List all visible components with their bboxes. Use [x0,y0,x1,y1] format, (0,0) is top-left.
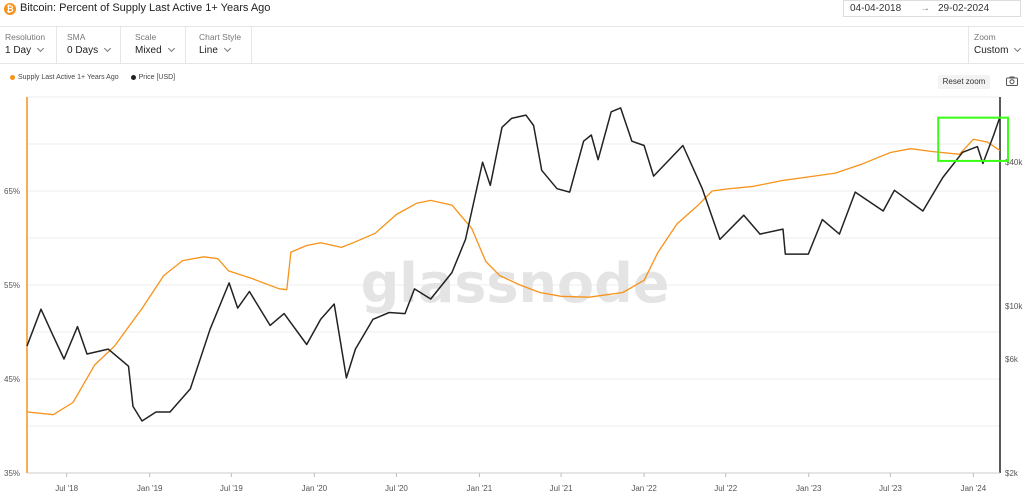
y-right-tick-label: $6k [1005,355,1019,364]
y-left-tick-label: 65% [4,187,20,196]
chart-style-select[interactable]: Chart Style Line [194,27,252,63]
x-tick-label: Jan '22 [631,484,657,493]
y-right-tick-label: $10k [1005,302,1023,311]
sma-value: 0 Days [67,45,99,56]
scale-value: Mixed [135,45,162,56]
scale-select[interactable]: Scale Mixed [130,27,186,63]
y-right-tick-label: $2k [1005,469,1019,478]
resolution-select[interactable]: Resolution 1 Day [0,27,57,63]
x-tick-label: Jul '20 [385,484,408,493]
legend-item-supply[interactable]: Supply Last Active 1+ Years Ago [10,74,119,81]
date-range-arrow-icon: → [920,3,930,14]
x-tick-label: Jan '19 [137,484,163,493]
x-tick-label: Jan '24 [961,484,987,493]
chart-controls: Resolution 1 Day SMA 0 Days Scale Mixed … [0,26,1024,64]
resolution-label: Resolution [5,32,46,42]
chart-legend: Supply Last Active 1+ Years Ago Price [U… [10,74,185,81]
x-tick-label: Jul '18 [55,484,78,493]
y-right-tick-label: $40k [1005,158,1023,167]
legend-label-price: Price [USD] [138,74,176,81]
highlight-box [937,116,1009,162]
legend-dot-icon [130,74,136,80]
series [26,107,1001,422]
reset-zoom-button[interactable]: Reset zoom [938,75,990,89]
x-tick-label: Jan '20 [302,484,328,493]
series-line-supply [26,138,1001,416]
scale-label: Scale [135,32,157,42]
chart-style-value: Line [199,45,218,56]
y-left-tick-label: 35% [4,469,20,478]
resolution-value: 1 Day [5,45,32,56]
zoom-label: Zoom [974,32,996,42]
bitcoin-icon: ₿ [4,3,16,15]
series-line-price [26,107,1001,422]
watermark: glassnode [361,252,670,315]
date-range-picker[interactable]: 04-04-2018 → 29-02-2024 [843,0,1021,17]
x-tick-label: Jul '19 [220,484,243,493]
y-left-tick-label: 45% [4,375,20,384]
zoom-value: Custom [974,45,1009,56]
legend-dot-icon [10,74,15,80]
x-tick-label: Jul '22 [714,484,737,493]
camera-icon[interactable] [1006,76,1018,86]
x-tick-label: Jan '21 [467,484,493,493]
highlight-rectangle [937,116,1009,162]
chart-style-label: Chart Style [199,32,242,42]
sma-select[interactable]: SMA 0 Days [62,27,121,63]
end-date[interactable]: 29-02-2024 [938,3,990,14]
y-left-tick-label: 55% [4,281,20,290]
legend-label-supply: Supply Last Active 1+ Years Ago [18,74,119,81]
zoom-select[interactable]: Zoom Custom [968,27,1024,63]
chart-title: Bitcoin: Percent of Supply Last Active 1… [20,2,271,14]
x-tick-label: Jul '21 [550,484,573,493]
legend-item-price[interactable]: Price [USD] [130,74,176,81]
x-tick-label: Jul '23 [879,484,902,493]
start-date[interactable]: 04-04-2018 [850,3,902,14]
axes: 35% 45% 55% 65% $2k $6k $10k $40k Jul '18 Jan '19… [4,97,1023,493]
chart-header: ₿ Bitcoin: Percent of Supply Last Active… [0,0,1024,20]
sma-label: SMA [67,32,86,42]
x-tick-label: Jan '23 [796,484,822,493]
